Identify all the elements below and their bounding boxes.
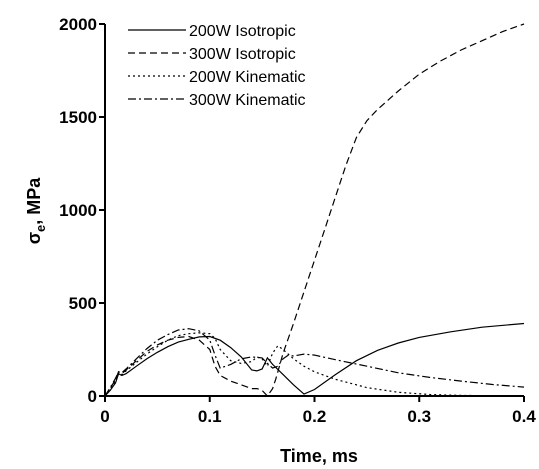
y-tick-label: 1000: [59, 201, 97, 220]
series-line-4: [104, 328, 525, 397]
x-tick-label: 0: [100, 407, 109, 426]
x-tick-label: 0.1: [198, 407, 222, 426]
legend-label-3: 200W Kinematic: [189, 69, 306, 86]
x-axis-title: Time, ms: [280, 446, 358, 466]
y-axis-title-subscript: e: [33, 225, 48, 232]
y-axis-title-unit: , MPa: [24, 177, 44, 225]
legend: 200W Isotropic 300W Isotropic 200W Kinemat…: [128, 23, 306, 109]
y-tick-label: 0: [88, 387, 97, 406]
x-tick-label: 0.3: [407, 407, 431, 426]
y-tick-label: 2000: [59, 15, 97, 34]
y-axis-title-symbol: σ: [24, 232, 44, 244]
x-ticks: 0 0.1 0.2 0.3 0.4: [100, 396, 536, 426]
series-line-2: [104, 23, 525, 397]
legend-label-1: 200W Isotropic: [189, 23, 296, 40]
series-line-1: [104, 322, 525, 397]
y-tick-label: 1500: [59, 108, 97, 127]
x-tick-label: 0.2: [303, 407, 327, 426]
y-tick-label: 500: [69, 294, 97, 313]
plot-lines: [104, 23, 525, 397]
y-axis-title: σe, MPa: [24, 177, 48, 245]
x-tick-label: 0.4: [512, 407, 536, 426]
series-line-3: [104, 332, 525, 397]
y-ticks: 0 500 1000 1500 2000: [59, 15, 105, 406]
legend-label-2: 300W Isotropic: [189, 46, 296, 63]
legend-label-4: 300W Kinematic: [189, 92, 306, 109]
